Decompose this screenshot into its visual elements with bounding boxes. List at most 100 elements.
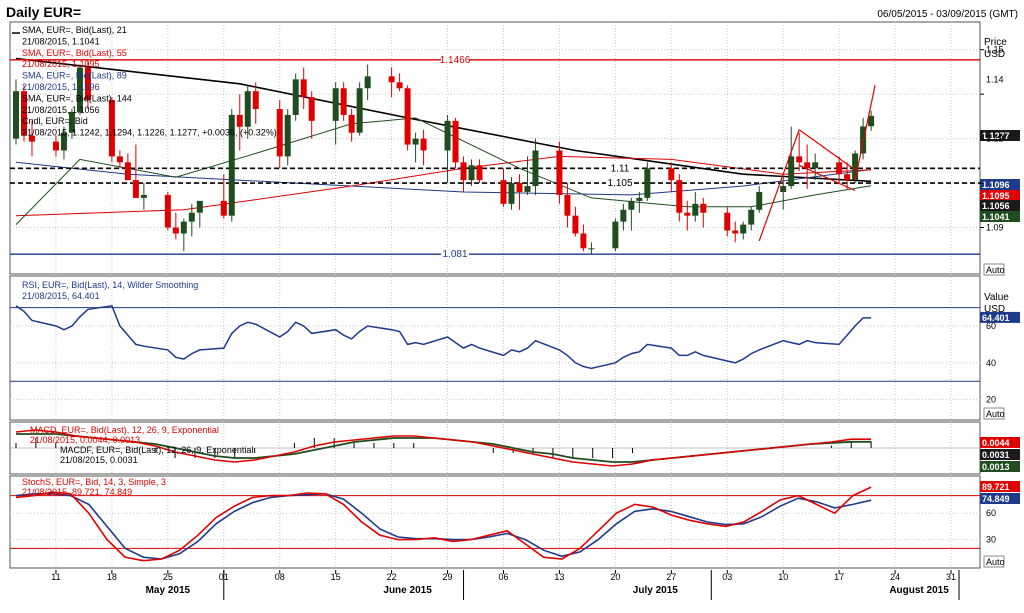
stoch-auto-button[interactable] <box>983 555 1005 568</box>
candle-body <box>164 194 171 228</box>
rsi-axis-unit: USD <box>984 304 1005 315</box>
candle-body <box>196 200 203 213</box>
x-tick-label: 10 <box>778 572 788 582</box>
candle-body <box>588 248 595 250</box>
price-auto-button[interactable] <box>983 263 1005 276</box>
stoch-panel-frame <box>9 475 981 569</box>
candle-body <box>276 108 283 157</box>
candle-body <box>68 111 75 133</box>
price-legend-item: SMA, EUR=, Bid(Last), 89 <box>22 71 127 81</box>
macd-value-box-text: 0.0013 <box>982 462 1010 472</box>
candle-body <box>668 168 675 181</box>
candle-body <box>620 209 627 222</box>
pattern-line <box>854 85 876 181</box>
candle-body <box>348 114 355 133</box>
candle-body <box>564 194 571 216</box>
candle-body <box>612 221 619 249</box>
level-label-bg <box>606 162 634 174</box>
stoch-value-box-text: 74.849 <box>982 494 1010 504</box>
rsi-legend-item: RSI, EUR=, Bid(Last), 14, Wilder Smoothi… <box>22 280 198 290</box>
level-label-bg <box>441 53 469 65</box>
x-tick-label: 15 <box>331 572 341 582</box>
price-legend-item: 21/08/2015, 1.1056 <box>22 105 100 115</box>
candle-body <box>468 165 475 181</box>
x-tick-label: 17 <box>834 572 844 582</box>
rsi-value-box <box>980 311 1020 323</box>
candle-body <box>236 114 243 127</box>
candle-body <box>124 162 131 181</box>
macd-legend-item: 21/08/2015, 0.0044, 0.0013 <box>30 435 140 445</box>
date-range: 06/05/2015 - 03/09/2015 (GMT) <box>877 9 1018 20</box>
candle-body <box>404 88 411 145</box>
candle-body <box>252 91 259 109</box>
x-tick-label: 03 <box>722 572 732 582</box>
macd-line <box>15 429 872 467</box>
x-tick-label: 18 <box>107 572 117 582</box>
level-label-bg <box>441 248 469 260</box>
month-label: June 2015 <box>383 585 432 596</box>
rsi-panel-frame <box>9 275 981 421</box>
rsi-auto-button[interactable] <box>983 407 1005 420</box>
price-value-box-text: 1.1056 <box>982 201 1010 211</box>
level-label: 1.081 <box>442 249 467 260</box>
rsi-legend-item: 21/08/2015, 64.401 <box>22 291 100 301</box>
candle-body <box>396 82 403 89</box>
pattern-line <box>798 164 856 192</box>
candle-body <box>420 138 427 151</box>
candle-body <box>284 114 291 157</box>
stoch-legend-item: StochS, EUR=, Bid, 14, 3, Simple, 3 <box>22 477 166 487</box>
candle-body <box>692 203 699 216</box>
candle-body <box>628 200 635 210</box>
price-auto-label: Auto <box>986 265 1005 275</box>
candle-body <box>500 180 507 204</box>
price-value-box-text: 1.1277 <box>982 131 1010 141</box>
month-label: August 2015 <box>889 585 949 596</box>
macd-legend-item: 21/08/2015, 0.0031 <box>60 455 138 465</box>
sma-144-line <box>15 57 872 183</box>
stoch-tick-label: 60 <box>986 508 996 518</box>
price-value-box <box>980 130 1020 141</box>
candle-body <box>732 230 739 234</box>
candle-body <box>412 138 419 145</box>
candle-body <box>724 212 731 231</box>
price-value-box <box>980 179 1020 190</box>
price-layer: 1.1466 1.11 1.105 1.081 SMA, EUR=, Bid(Last)… <box>10 25 1020 260</box>
stoch-legend-item: 21/08/2015, 89.721, 74.849 <box>22 487 132 497</box>
candle-body <box>756 191 763 210</box>
candle-body <box>460 162 467 181</box>
candle-body <box>300 79 307 98</box>
level-label: 1.11 <box>611 163 630 174</box>
candle-body <box>132 180 139 198</box>
candle-body <box>852 153 859 181</box>
x-tick-label: 31 <box>946 572 956 582</box>
price-value-box <box>980 200 1020 211</box>
candle-body <box>180 221 187 234</box>
macd-legend-item: MACD, EUR=, Bid(Last), 12, 26, 9, Expone… <box>30 425 219 435</box>
price-legend-item: 21/08/2015, 1.1242, 1.1294, 1.1226, 1.12… <box>22 128 277 138</box>
x-tick-label: 06 <box>498 572 508 582</box>
candle-body <box>364 76 371 89</box>
price-tick-label: 1.12 <box>986 134 1004 144</box>
price-legend-item: SMA, EUR=, Bid(Last), 144 <box>22 93 132 103</box>
candle-body <box>340 88 347 115</box>
price-axis-title: Price <box>984 37 1007 48</box>
candle-body <box>308 97 315 121</box>
candle-body <box>740 224 747 234</box>
x-tick-label: 22 <box>387 572 397 582</box>
price-value-box-text: 1.1095 <box>982 191 1010 201</box>
x-tick-label: 25 <box>163 572 173 582</box>
month-label: May 2015 <box>146 585 191 596</box>
candle-body <box>332 88 339 121</box>
candle-body <box>356 88 363 133</box>
price-value-box-text: 1.1096 <box>982 180 1010 190</box>
candle-body <box>868 115 875 127</box>
candle-body <box>292 79 299 115</box>
grid-layer <box>10 22 980 568</box>
candle-body <box>172 227 179 234</box>
stoch-value-box-text: 89.721 <box>982 482 1010 492</box>
candle-body <box>84 67 91 101</box>
candle-body <box>140 194 147 198</box>
candle-body <box>804 162 811 169</box>
